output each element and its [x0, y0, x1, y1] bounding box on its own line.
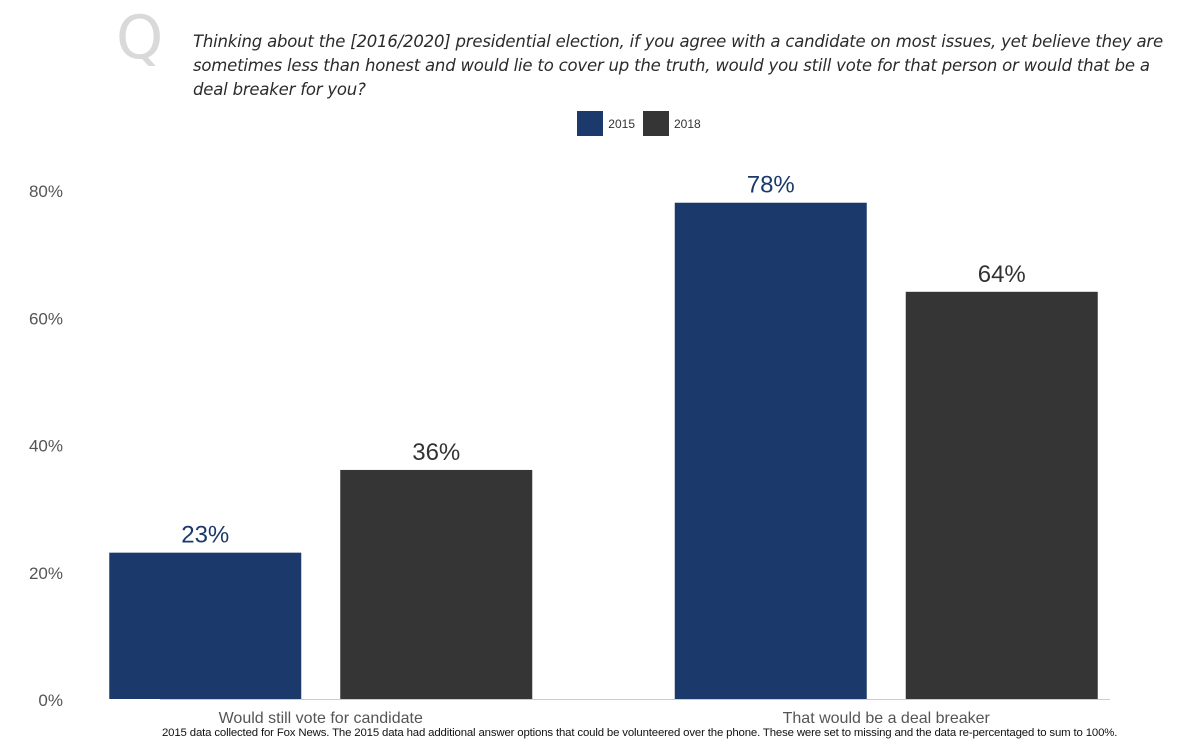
bar-2018-1	[905, 291, 1098, 699]
y-tick-label: 80%	[29, 182, 63, 201]
legend-item-2015: 2015	[577, 111, 639, 136]
x-category-label: Would still vote for candidate	[219, 710, 423, 727]
data-label-2018-0: 36%	[412, 439, 460, 466]
data-label-2015-0: 23%	[181, 522, 229, 549]
data-label-2015-1: 78%	[747, 172, 795, 199]
y-tick-label: 0%	[38, 691, 63, 710]
legend-label-2015: 2015	[608, 116, 635, 131]
legend-item-2018: 2018	[643, 111, 705, 136]
bar-2015-1	[674, 202, 867, 699]
legend-label-2018: 2018	[674, 116, 701, 131]
y-tick-label: 40%	[29, 437, 63, 456]
question-text: Thinking about the [2016/2020] president…	[193, 32, 1163, 99]
y-tick-label: 20%	[29, 564, 63, 583]
bar-2018-0	[340, 469, 533, 699]
bar-2015-0	[109, 552, 302, 699]
y-tick-label: 60%	[29, 309, 63, 328]
legend: 2015 2018	[0, 111, 1200, 136]
footnote: 2015 data collected for Fox News. The 20…	[162, 727, 1118, 739]
x-category-label: That would be a deal breaker	[783, 710, 991, 727]
question-marker: Q	[116, 3, 164, 73]
data-label-2018-1: 64%	[978, 261, 1026, 288]
legend-swatch-2018	[643, 111, 669, 136]
legend-swatch-2015	[577, 111, 604, 136]
